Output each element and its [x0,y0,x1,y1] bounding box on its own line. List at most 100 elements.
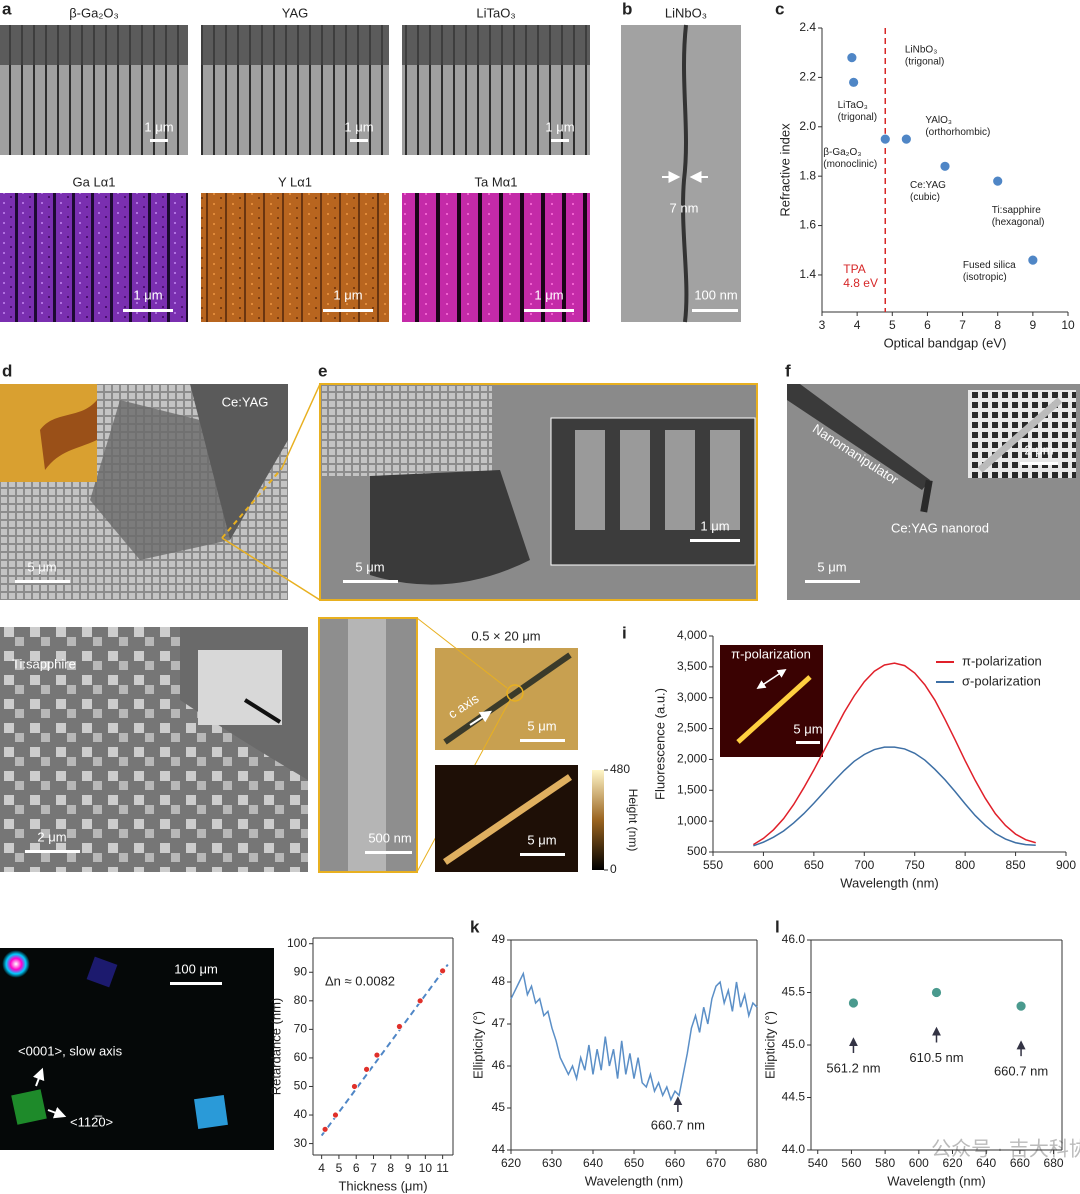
point-label: (isotropic) [963,272,1007,283]
legend-label: σ-polarization [962,673,1041,688]
panel-letter: b [622,0,632,18]
x-tick-label: 7 [370,1161,377,1175]
eds-map [201,193,389,322]
fit-line [320,963,449,1137]
y-tick-label: 47 [492,1016,506,1030]
crystal [86,956,118,988]
size-label: 0.5 × 20 μm [471,628,540,643]
scale-bar [520,739,565,742]
x-tick-label: 700 [854,858,874,872]
data-point [1015,1000,1027,1012]
axis-label: <112̅0> [70,1114,113,1129]
panel-letter: f [785,361,791,380]
x-tick-label: 650 [804,858,824,872]
x-tick-label: 6 [353,1161,360,1175]
needle [787,384,930,490]
background [190,384,288,540]
annotation: Δn ≈ 0.0082 [325,973,395,988]
scale-bar [524,309,574,312]
y-tick-label: 44.0 [782,1142,806,1156]
x-tick-label: 5 [889,318,896,332]
pillar [620,430,650,530]
x-axis-label: Thickness (μm) [338,1178,427,1193]
data-line [752,662,1036,846]
panel-letter: a [2,0,12,18]
scale-label: 100 μm [174,961,218,976]
annotation: 561.2 nm [826,1060,880,1075]
scale-label: 1 μm [534,287,563,302]
y-tick-label: 46 [492,1058,506,1072]
y-tick-label: 49 [492,932,506,946]
y-axis-label: Ellipticity (°) [470,1011,485,1079]
x-axis-label: Wavelength (nm) [887,1173,986,1188]
scale-bar [123,309,173,312]
point-label: LiNbO₃ [905,44,937,55]
panel-letter: l [775,917,780,936]
x-tick-label: 7 [959,318,966,332]
color-wheel [2,950,30,978]
image-title: Ta Mα1 [475,174,518,189]
image-title: β-Ga₂O₃ [69,5,119,20]
data-point [900,133,912,145]
x-tick-label: 670 [706,1156,726,1170]
scale-bar [1020,462,1058,465]
data-line [753,746,1036,847]
y-tick-label: 4,000 [677,628,707,642]
y-tick-label: 1,000 [677,813,707,827]
panel-e: 5 μm 1 μm [319,383,758,601]
eds-map [402,193,590,322]
data-point [373,1051,381,1059]
data-line [510,971,758,1102]
annotation: 660.7 nm [994,1064,1048,1079]
y-axis-label: Refractive index [777,123,792,217]
watermark: 公众号 · 吉大科协 [931,1137,1080,1160]
x-tick-label: 640 [583,1156,603,1170]
scale-bar [15,580,70,583]
connector [416,617,508,689]
threshold-label: TPA [843,262,865,276]
x-tick-label: 9 [405,1161,412,1175]
image-title: YAG [282,5,309,20]
tem-image [621,25,741,322]
rod [736,675,812,744]
scale-label: 2 μm [37,829,66,844]
point-label: Ti:sapphire [992,205,1042,216]
pillar [665,430,695,530]
y-tick-label: 60 [294,1050,308,1064]
scale-label: 1 μm [700,518,729,533]
image-title: Y Lα1 [278,174,312,189]
inset-tip [243,698,282,724]
gap [681,24,689,323]
y-tick-label: 50 [294,1079,308,1093]
rod [443,652,572,745]
panel-d: Ce:YAG 5 μm [0,383,321,601]
point-label: Ce:YAG [910,180,946,191]
scale-bar [796,741,820,744]
scale-label: 2 μm [1024,442,1053,457]
arrow [33,1067,45,1087]
x-tick-label: 620 [501,1156,521,1170]
y-tick-label: 500 [687,844,707,858]
data-point [848,997,859,1009]
sem-top [201,25,389,65]
panel-letter: c [775,0,784,18]
x-tick-label: 3 [819,318,826,332]
point-label: Fused silica [963,260,1016,271]
nanorod [920,479,933,513]
y-tick-label: 1.6 [799,218,816,232]
scale-label: 5 μm [27,559,56,574]
point-label: (trigonal) [905,56,944,67]
data-point [1027,254,1039,266]
crystal [11,1089,47,1125]
panel-a: β-Ga₂O₃ YAG LiTaO₃ 1 μm 1 μm 1 μm Ga Lα1… [0,5,590,322]
x-tick-label: 800 [955,858,975,872]
point-label: (hexagonal) [992,217,1045,228]
y-tick-label: 2.4 [799,20,816,34]
axis-label: <0001>, slow axis [18,1043,123,1058]
y-tick-label: 45 [492,1100,506,1114]
legend-label: π-polarization [962,653,1042,668]
pillar [710,430,740,530]
crystal [194,1095,228,1129]
image-title: LiTaO₃ [476,5,515,20]
data-point [439,967,447,975]
